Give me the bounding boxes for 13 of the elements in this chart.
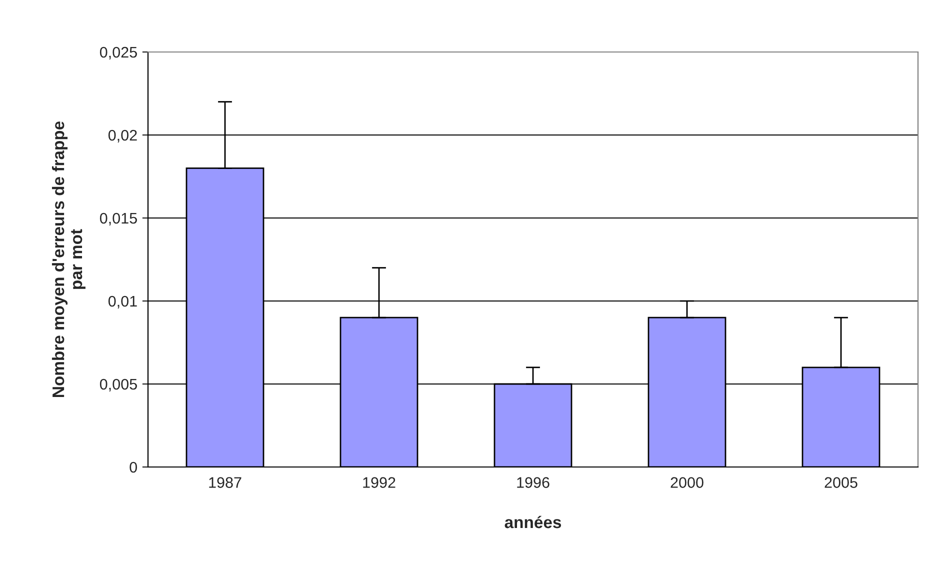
y-axis-title: Nombre moyen d'erreurs de frappe par mot bbox=[52, 121, 86, 397]
x-tick-label: 2005 bbox=[824, 477, 858, 488]
x-tick-label: 1992 bbox=[363, 477, 396, 488]
y-tick-label: 0 bbox=[130, 462, 137, 473]
x-tick-label: 1987 bbox=[209, 477, 242, 488]
y-tick-label: 0,015 bbox=[100, 212, 137, 226]
y-tick-label: 0,025 bbox=[100, 46, 137, 60]
x-tick-label: 1996 bbox=[517, 477, 550, 488]
y-tick-label: 0,005 bbox=[100, 378, 137, 392]
y-tick-label: 0,02 bbox=[108, 130, 137, 142]
y-tick-label: 0,01 bbox=[108, 296, 137, 308]
x-tick-label: 2000 bbox=[670, 477, 704, 488]
x-axis-title: années bbox=[504, 516, 562, 528]
